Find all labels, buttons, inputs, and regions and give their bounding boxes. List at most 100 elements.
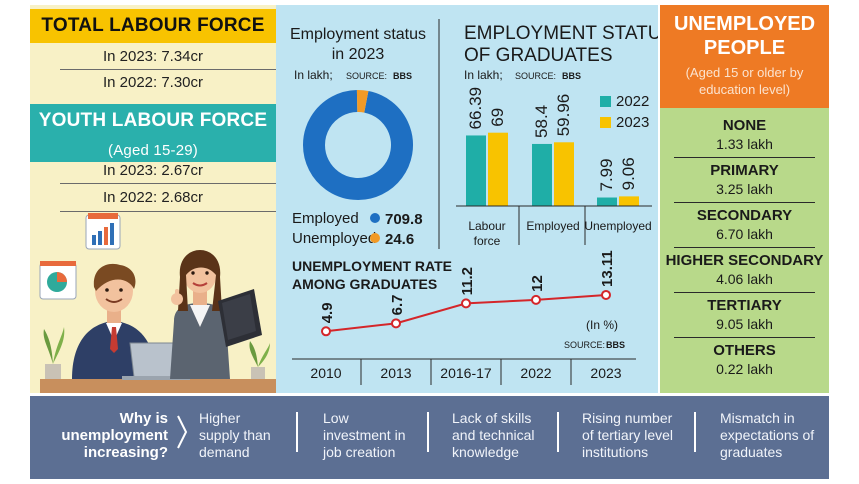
total-labour-2022: In 2022: 7.30cr [102,74,204,91]
employment-donut [303,90,413,200]
edu-level-value: 0.22 lakh [716,361,773,377]
edu-divider [674,337,815,338]
grad-status-title-line1: EMPLOYMENT STATUS [464,23,658,44]
rate-point [531,294,541,305]
rate-source-label: SOURCE: [564,340,605,350]
edu-level-value: 3.25 lakh [716,181,773,197]
rate-x-tick-label: 2022 [520,365,551,381]
labour-force-panel: TOTAL LABOUR FORCE In 2023: 7.34cr In 20… [30,5,276,393]
rate-value-label: 6.7 [389,294,406,315]
category-label-unemployed: Unemployed [584,219,651,233]
edu-level-name: TERTIARY [707,297,782,314]
youth-labour-force-title: YOUTH LABOUR FORCE [30,104,276,138]
plant-right-icon [249,341,270,381]
rate-title-line2: AMONG GRADUATES [292,276,437,292]
youth-labour-2022: In 2022: 2.68cr [102,189,204,206]
rate-x-tick-label: 2023 [590,365,621,381]
divider [60,211,276,212]
rate-value-label: 12 [529,275,546,292]
reason-separator [557,412,559,452]
donut-source-label: SOURCE: [346,71,387,81]
edu-divider [674,292,815,293]
charts-canvas: Employment status in 2023 In lakh; SOURC… [290,19,674,385]
rate-point [601,289,611,300]
unemployed-subtitle-line1: (Aged 15 or older by [685,65,804,80]
rate-x-tick-label: 2016-17 [440,365,492,381]
edu-level-value: 4.06 lakh [716,271,773,287]
grad-status-bars: 66.39 69 58.4 59.96 7.99 9.06 [466,87,639,206]
bar-value-label: 9.06 [619,157,638,190]
reason-separator [296,412,298,452]
rate-point [391,318,401,329]
edu-divider [674,247,815,248]
rate-source: BBS [606,340,625,350]
rate-x-axis: 2010 2013 2016-17 2022 2023 [310,359,622,385]
divider [60,69,276,70]
reason-item: Mismatch in expectations of graduates [720,410,815,460]
rate-value-label: 11.2 [459,267,476,295]
edu-level-name: SECONDARY [696,207,793,224]
unemployment-rate-line: 4.9 6.7 11.2 12 13.11 [319,250,616,337]
category-label-labour: Labour [468,219,505,233]
total-labour-force-title: TOTAL LABOUR FORCE [30,9,276,43]
edu-divider [674,202,815,203]
category-label-employed: Employed [526,219,579,233]
bar-chart-card-icon [85,213,121,250]
causes-banner: Why is unemployment increasing? Higher s… [30,396,829,479]
donut-source: BBS [393,71,412,81]
bar-employed-2022 [532,143,552,206]
bar-value-label: 59.96 [554,94,573,137]
office-workers-illustration [39,213,276,393]
reason-item: Rising number of tertiary level institut… [582,410,674,460]
reason-item: Higher supply than demand [199,410,271,460]
legend-2022-swatch [600,96,611,107]
grad-status-source-label: SOURCE: [515,71,556,81]
chevron-right-icon [177,415,188,449]
grad-status-source: BBS [562,71,581,81]
reason-separator [694,412,696,452]
legend-unemployed-value: 24.6 [385,231,414,248]
total-labour-2023: In 2023: 7.34cr [102,48,204,65]
donut-title-line2: in 2023 [332,46,385,63]
unemployed-title-line1: UNEMPLOYED [673,13,816,35]
edu-level-name: OTHERS [713,342,776,359]
causes-question: Why is unemployment increasing? [61,410,168,461]
youth-labour-force-subtitle: (Aged 15-29) [30,138,276,162]
rate-point [461,298,471,309]
legend-2022-label: 2022 [616,93,649,110]
bar-value-label: 7.99 [597,158,616,191]
rate-value-label: 4.9 [319,302,336,323]
rate-x-tick-label: 2013 [380,365,411,381]
bar-employed-2023 [554,142,574,206]
edu-level-value: 6.70 lakh [716,226,773,242]
pie-chart-card-icon [39,261,77,300]
legend-2023-swatch [600,117,611,128]
rate-point [321,326,331,337]
edu-level-name: PRIMARY [710,162,779,179]
donut-slice-unemployed [356,90,369,113]
bar-labour-force-2023 [488,132,508,206]
unemployed-header: UNEMPLOYED PEOPLE (Aged 15 or older by e… [660,5,829,108]
edu-level-value: 1.33 lakh [716,136,773,152]
grad-status-title-line2: OF GRADUATES [464,45,613,66]
rate-x-tick-label: 2010 [310,365,341,381]
donut-unit: In lakh; [294,68,333,82]
reason-item: Low investment in job creation [323,410,406,460]
edu-level-name: HIGHER SECONDARY [665,252,824,269]
category-label-force: force [474,234,501,248]
rate-title-line1: UNEMPLOYMENT RATE [292,258,452,274]
rate-unit-note: (In %) [586,318,618,332]
divider [60,183,276,184]
grad-status-unit: In lakh; [464,68,503,82]
unemployed-title-line2: PEOPLE [703,37,786,59]
plant-left-icon [43,327,65,380]
charts-panel: Employment status in 2023 In lakh; SOURC… [276,5,674,393]
donut-title-line1: Employment status [290,26,426,43]
desk [40,379,276,393]
edu-level-name: NONE [722,117,767,134]
edu-divider [674,157,815,158]
legend-employed-swatch [370,213,380,223]
legend-employed-label: Employed [292,210,359,227]
bar-value-label: 69 [488,108,507,127]
donut-slice-employed [303,90,413,200]
